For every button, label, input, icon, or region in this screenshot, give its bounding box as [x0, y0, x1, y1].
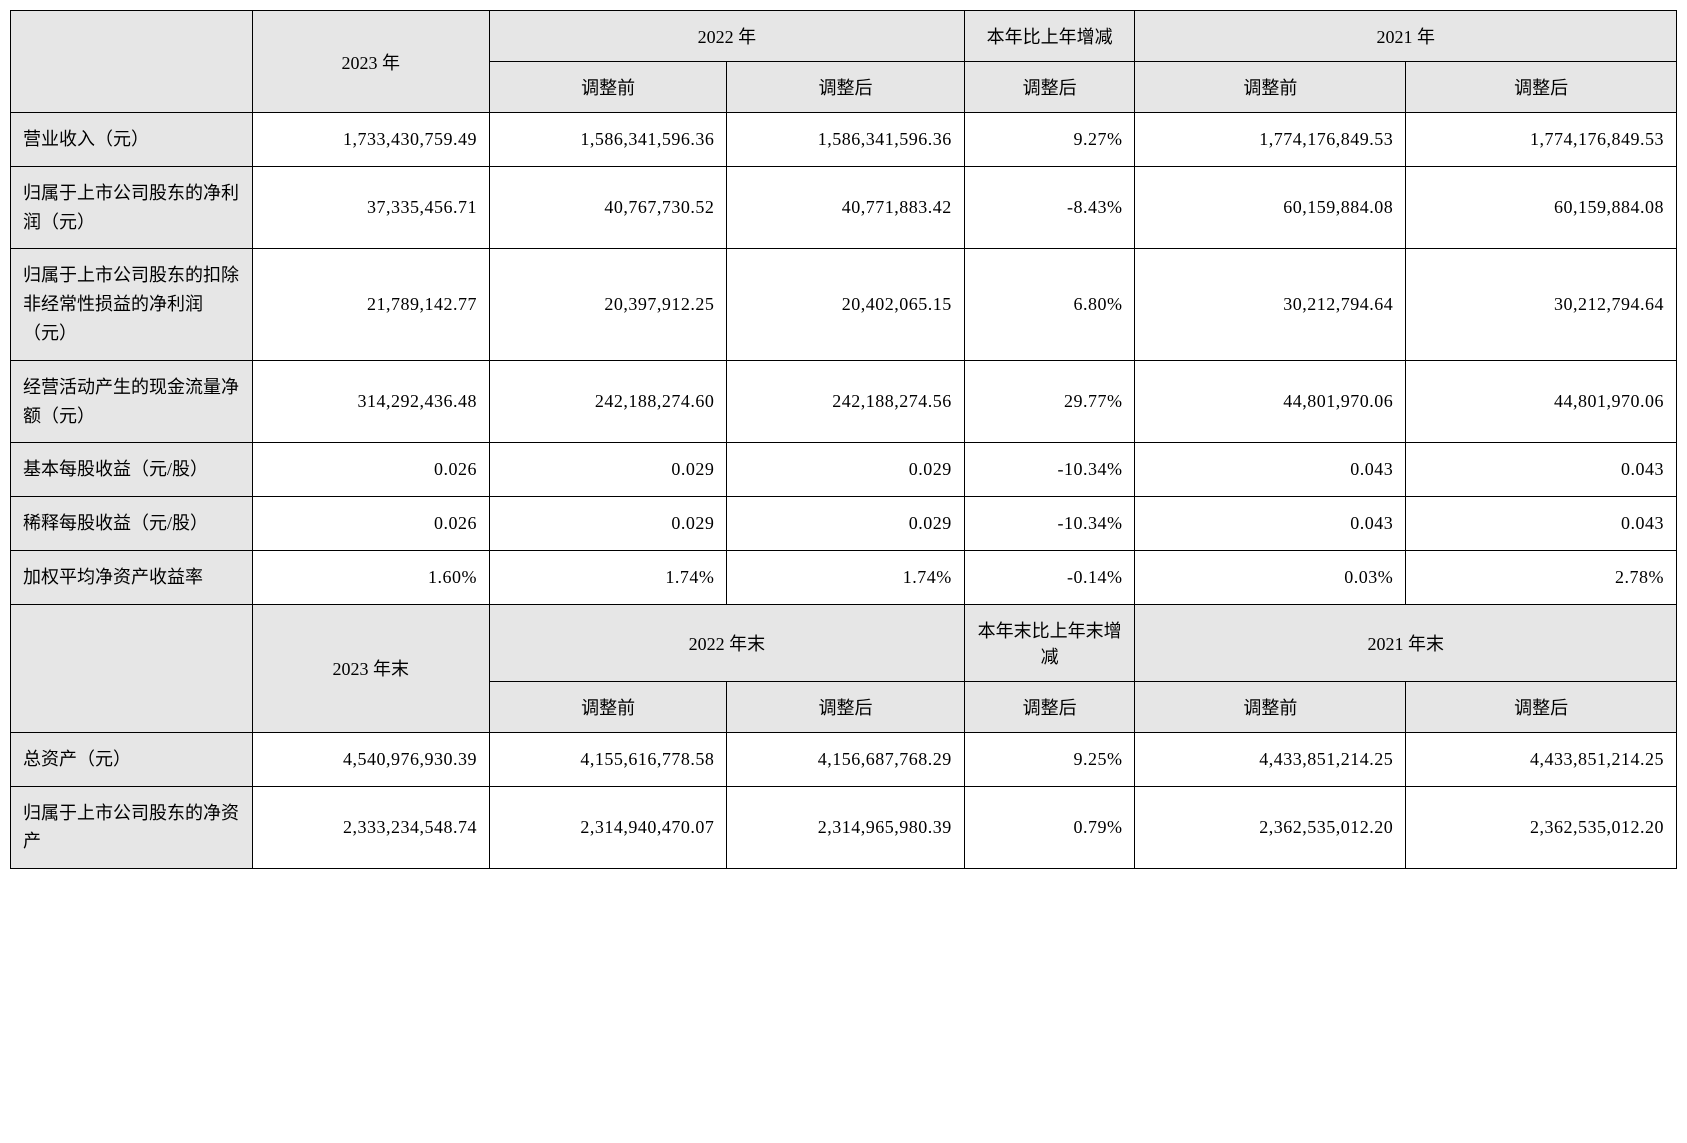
cell-change: -0.14%	[964, 550, 1135, 604]
cell-2023: 0.026	[252, 443, 489, 497]
header-2022-pre: 调整前	[489, 62, 726, 113]
cell-2022-post: 242,188,274.56	[727, 360, 964, 443]
cell-2021-pre: 1,774,176,849.53	[1135, 113, 1406, 167]
cell-2022-pre: 40,767,730.52	[489, 166, 726, 249]
cell-2021-post: 0.043	[1406, 443, 1677, 497]
cell-2021-pre: 0.043	[1135, 443, 1406, 497]
cell-2022-post: 4,156,687,768.29	[727, 732, 964, 786]
cell-change: -8.43%	[964, 166, 1135, 249]
header-2022-end: 2022 年末	[489, 604, 964, 681]
cell-2021-post: 60,159,884.08	[1406, 166, 1677, 249]
cell-2021-pre: 44,801,970.06	[1135, 360, 1406, 443]
cell-2022-pre: 20,397,912.25	[489, 249, 726, 360]
cell-2023: 0.026	[252, 497, 489, 551]
cell-2021-pre: 30,212,794.64	[1135, 249, 1406, 360]
row-label: 归属于上市公司股东的净资产	[11, 786, 253, 869]
header-2021-end-post: 调整后	[1406, 681, 1677, 732]
header-2023-end: 2023 年末	[252, 604, 489, 732]
cell-2023: 1.60%	[252, 550, 489, 604]
header-2023: 2023 年	[252, 11, 489, 113]
cell-2021-post: 2.78%	[1406, 550, 1677, 604]
cell-2022-pre: 1.74%	[489, 550, 726, 604]
header-2022: 2022 年	[489, 11, 964, 62]
cell-2022-pre: 0.029	[489, 443, 726, 497]
row-label: 基本每股收益（元/股）	[11, 443, 253, 497]
row-label: 稀释每股收益（元/股）	[11, 497, 253, 551]
header-blank-2	[11, 604, 253, 732]
cell-2022-pre: 1,586,341,596.36	[489, 113, 726, 167]
cell-2022-pre: 4,155,616,778.58	[489, 732, 726, 786]
table-row: 稀释每股收益（元/股） 0.026 0.029 0.029 -10.34% 0.…	[11, 497, 1677, 551]
cell-change: 0.79%	[964, 786, 1135, 869]
cell-2023: 1,733,430,759.49	[252, 113, 489, 167]
cell-2021-post: 2,362,535,012.20	[1406, 786, 1677, 869]
cell-2022-post: 2,314,965,980.39	[727, 786, 964, 869]
table-row: 归属于上市公司股东的净利润（元） 37,335,456.71 40,767,73…	[11, 166, 1677, 249]
cell-2021-post: 0.043	[1406, 497, 1677, 551]
header-2021: 2021 年	[1135, 11, 1677, 62]
cell-2022-post: 40,771,883.42	[727, 166, 964, 249]
table-row: 加权平均净资产收益率 1.60% 1.74% 1.74% -0.14% 0.03…	[11, 550, 1677, 604]
cell-2022-pre: 2,314,940,470.07	[489, 786, 726, 869]
cell-2023: 21,789,142.77	[252, 249, 489, 360]
cell-2022-pre: 0.029	[489, 497, 726, 551]
cell-change: -10.34%	[964, 443, 1135, 497]
cell-change: 9.25%	[964, 732, 1135, 786]
header-row-1: 2023 年 2022 年 本年比上年增减 2021 年	[11, 11, 1677, 62]
cell-2022-post: 0.029	[727, 497, 964, 551]
row-label: 总资产（元）	[11, 732, 253, 786]
header-2022-post: 调整后	[727, 62, 964, 113]
cell-2021-post: 4,433,851,214.25	[1406, 732, 1677, 786]
row-label: 归属于上市公司股东的净利润（元）	[11, 166, 253, 249]
cell-2022-pre: 242,188,274.60	[489, 360, 726, 443]
row-label: 归属于上市公司股东的扣除非经常性损益的净利润（元）	[11, 249, 253, 360]
cell-2021-pre: 0.043	[1135, 497, 1406, 551]
cell-2023: 314,292,436.48	[252, 360, 489, 443]
cell-2021-post: 30,212,794.64	[1406, 249, 1677, 360]
cell-2021-pre: 4,433,851,214.25	[1135, 732, 1406, 786]
cell-2022-post: 20,402,065.15	[727, 249, 964, 360]
row-label: 加权平均净资产收益率	[11, 550, 253, 604]
cell-2021-pre: 0.03%	[1135, 550, 1406, 604]
header-2021-pre: 调整前	[1135, 62, 1406, 113]
table-row: 营业收入（元） 1,733,430,759.49 1,586,341,596.3…	[11, 113, 1677, 167]
table-row: 总资产（元） 4,540,976,930.39 4,155,616,778.58…	[11, 732, 1677, 786]
header-change-end: 本年末比上年末增减	[964, 604, 1135, 681]
cell-2021-post: 1,774,176,849.53	[1406, 113, 1677, 167]
header-2021-post: 调整后	[1406, 62, 1677, 113]
cell-change: 29.77%	[964, 360, 1135, 443]
table-row: 归属于上市公司股东的净资产 2,333,234,548.74 2,314,940…	[11, 786, 1677, 869]
header-blank	[11, 11, 253, 113]
cell-change: 6.80%	[964, 249, 1135, 360]
header-change: 本年比上年增减	[964, 11, 1135, 62]
cell-change: 9.27%	[964, 113, 1135, 167]
header-change-post: 调整后	[964, 62, 1135, 113]
cell-2021-pre: 60,159,884.08	[1135, 166, 1406, 249]
header-2021-end: 2021 年末	[1135, 604, 1677, 681]
cell-2022-post: 1.74%	[727, 550, 964, 604]
header-2022-end-post: 调整后	[727, 681, 964, 732]
header-row-2: 2023 年末 2022 年末 本年末比上年末增减 2021 年末	[11, 604, 1677, 681]
table-row: 基本每股收益（元/股） 0.026 0.029 0.029 -10.34% 0.…	[11, 443, 1677, 497]
header-2021-end-pre: 调整前	[1135, 681, 1406, 732]
cell-2023: 37,335,456.71	[252, 166, 489, 249]
cell-2021-pre: 2,362,535,012.20	[1135, 786, 1406, 869]
cell-2022-post: 0.029	[727, 443, 964, 497]
row-label: 经营活动产生的现金流量净额（元）	[11, 360, 253, 443]
cell-2021-post: 44,801,970.06	[1406, 360, 1677, 443]
cell-2023: 4,540,976,930.39	[252, 732, 489, 786]
header-change-end-post: 调整后	[964, 681, 1135, 732]
table-row: 经营活动产生的现金流量净额（元） 314,292,436.48 242,188,…	[11, 360, 1677, 443]
cell-2022-post: 1,586,341,596.36	[727, 113, 964, 167]
header-2022-end-pre: 调整前	[489, 681, 726, 732]
cell-2023: 2,333,234,548.74	[252, 786, 489, 869]
row-label: 营业收入（元）	[11, 113, 253, 167]
cell-change: -10.34%	[964, 497, 1135, 551]
table-row: 归属于上市公司股东的扣除非经常性损益的净利润（元） 21,789,142.77 …	[11, 249, 1677, 360]
financial-table: 2023 年 2022 年 本年比上年增减 2021 年 调整前 调整后 调整后…	[10, 10, 1677, 869]
